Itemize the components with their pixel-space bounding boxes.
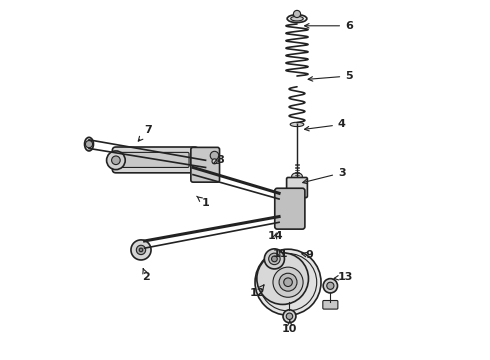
Text: 5: 5 [308,71,353,81]
Circle shape [323,279,338,293]
Ellipse shape [292,173,302,180]
FancyBboxPatch shape [323,301,338,309]
Text: 4: 4 [305,120,346,131]
Text: 11: 11 [273,248,289,258]
Circle shape [210,151,219,160]
FancyBboxPatch shape [112,147,198,173]
Circle shape [212,159,217,164]
Circle shape [112,156,120,165]
FancyBboxPatch shape [287,177,307,198]
Ellipse shape [292,193,302,199]
Circle shape [273,267,303,297]
Text: 9: 9 [302,250,314,260]
Circle shape [294,10,300,18]
Circle shape [279,273,297,291]
Circle shape [107,151,125,170]
Ellipse shape [291,16,303,21]
Circle shape [255,249,321,315]
Circle shape [259,253,317,311]
Text: 1: 1 [196,196,209,208]
Text: 10: 10 [282,321,297,334]
Text: 14: 14 [268,231,283,240]
Ellipse shape [287,15,307,23]
Text: 8: 8 [213,155,224,165]
Text: 2: 2 [143,269,150,282]
Circle shape [136,245,146,255]
FancyBboxPatch shape [120,152,189,167]
Text: 13: 13 [334,272,353,282]
Circle shape [327,282,334,289]
Text: 6: 6 [305,21,353,31]
Circle shape [85,140,93,148]
Circle shape [284,278,293,287]
Circle shape [257,253,309,305]
Circle shape [131,240,151,260]
Circle shape [271,256,277,262]
Ellipse shape [84,137,94,151]
Circle shape [265,249,285,269]
FancyBboxPatch shape [275,188,305,229]
Circle shape [286,313,293,319]
Text: 12: 12 [250,285,265,298]
Circle shape [139,248,143,252]
Ellipse shape [290,122,304,127]
Circle shape [269,253,280,265]
Circle shape [283,310,296,323]
FancyBboxPatch shape [191,147,220,182]
Text: 3: 3 [303,168,345,184]
Text: 7: 7 [138,125,152,141]
